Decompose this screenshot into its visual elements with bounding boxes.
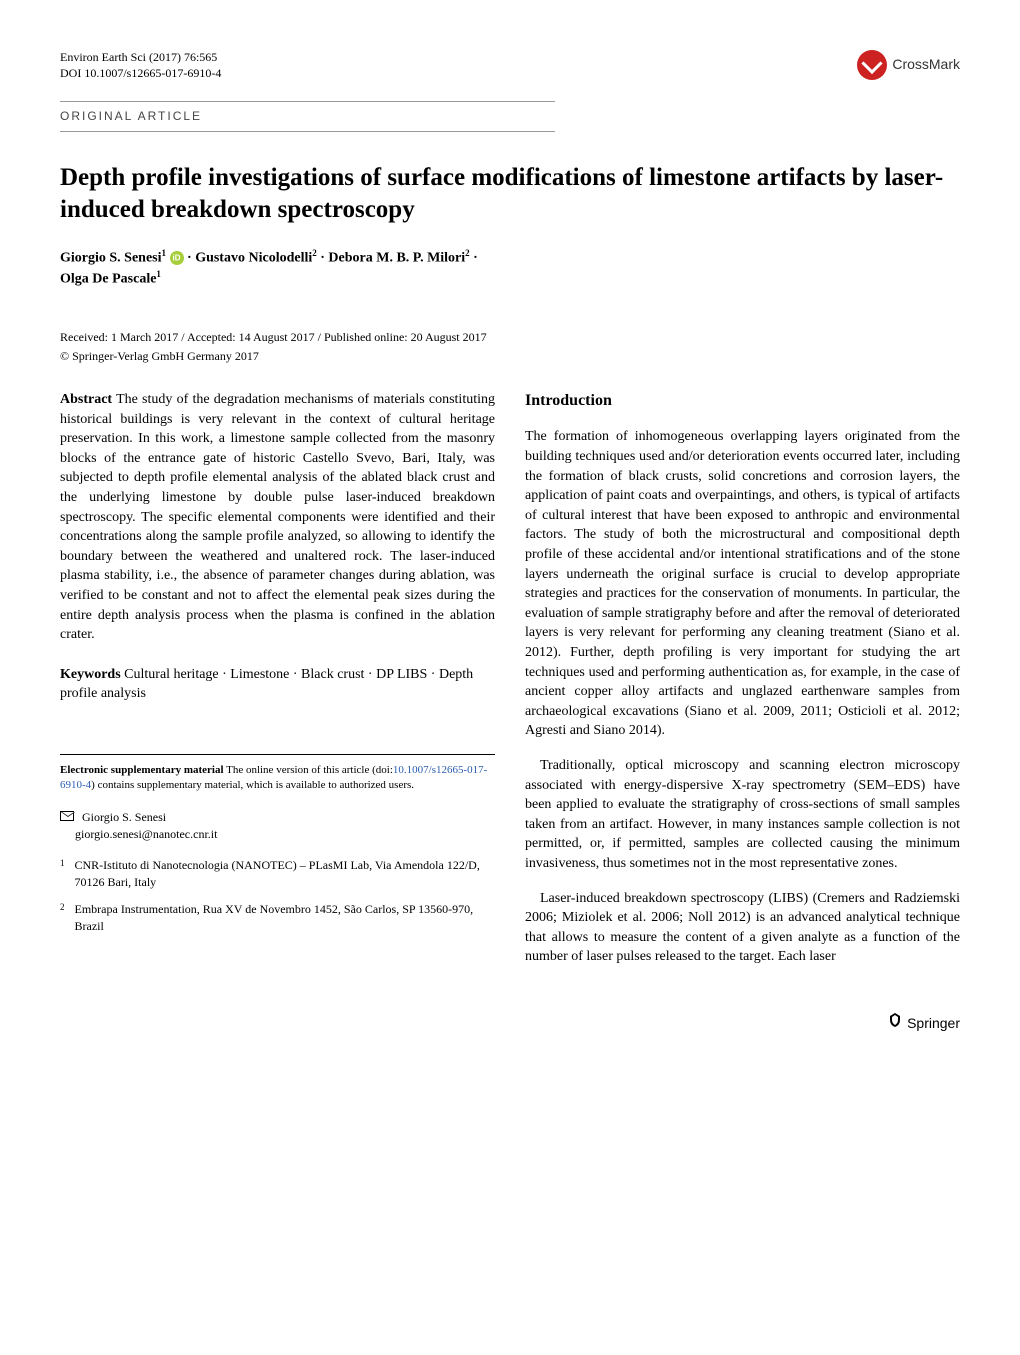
author-2-aff: 2	[312, 248, 317, 258]
intro-p1: The formation of inhomogeneous overlappi…	[525, 427, 960, 741]
article-title: Depth profile investigations of surface …	[60, 162, 960, 227]
intro-p3: Laser-induced breakdown spectroscopy (LI…	[525, 889, 960, 967]
keywords-body: Cultural heritage · Limestone · Black cr…	[60, 667, 473, 702]
orcid-icon[interactable]	[170, 251, 184, 265]
aff-2-text: Embrapa Instrumentation, Rua XV de Novem…	[75, 901, 496, 935]
envelope-icon	[60, 811, 74, 821]
copyright: © Springer-Verlag GmbH Germany 2017	[60, 348, 960, 365]
publisher-name: Springer	[907, 1015, 960, 1031]
supplementary-material: Electronic supplementary material The on…	[60, 754, 495, 794]
supp-label: Electronic supplementary material	[60, 764, 224, 776]
crossmark-text: CrossMark	[892, 55, 960, 75]
two-column-layout: Abstract The study of the degradation me…	[60, 390, 960, 982]
supp-text-1: The online version of this article (doi:	[224, 764, 393, 776]
supp-text-2: ) contains supplementary material, which…	[91, 779, 414, 791]
journal-citation: Environ Earth Sci (2017) 76:565	[60, 50, 221, 66]
doi: DOI 10.1007/s12665-017-6910-4	[60, 66, 221, 82]
keywords: Keywords Cultural heritage · Limestone ·…	[60, 665, 495, 704]
crossmark-badge[interactable]: CrossMark	[857, 50, 960, 80]
aff-2-num: 2	[60, 901, 65, 935]
author-sep: ·	[187, 251, 195, 266]
corresp-email: giorgio.senesi@nanotec.cnr.it	[75, 827, 217, 841]
springer-icon	[887, 1012, 903, 1028]
article-type: ORIGINAL ARTICLE	[60, 101, 555, 132]
page-footer: Springer	[60, 1012, 960, 1035]
author-1-aff: 1	[162, 248, 167, 258]
author-3: Debora M. B. P. Milori	[328, 251, 465, 266]
authors-line: Giorgio S. Senesi1 · Gustavo Nicolodelli…	[60, 247, 960, 290]
author-2: Gustavo Nicolodelli	[195, 251, 312, 266]
journal-info: Environ Earth Sci (2017) 76:565 DOI 10.1…	[60, 50, 221, 81]
author-sep: ·	[473, 251, 478, 266]
abstract-body: The study of the degradation mechanisms …	[60, 392, 495, 642]
springer-logo: Springer	[887, 1012, 960, 1034]
aff-1-num: 1	[60, 857, 65, 891]
abstract-label: Abstract	[60, 392, 112, 407]
aff-1-text: CNR-Istituto di Nanotecnologia (NANOTEC)…	[75, 857, 496, 891]
author-1: Giorgio S. Senesi	[60, 251, 162, 266]
corresponding-author: Giorgio S. Senesi giorgio.senesi@nanotec…	[60, 809, 495, 843]
abstract: Abstract The study of the degradation me…	[60, 390, 495, 645]
right-column: Introduction The formation of inhomogene…	[525, 390, 960, 982]
author-3-aff: 2	[465, 248, 470, 258]
corresp-name: Giorgio S. Senesi	[82, 810, 166, 824]
crossmark-icon	[857, 50, 887, 80]
left-column: Abstract The study of the degradation me…	[60, 390, 495, 982]
page-header: Environ Earth Sci (2017) 76:565 DOI 10.1…	[60, 50, 960, 81]
article-dates: Received: 1 March 2017 / Accepted: 14 Au…	[60, 329, 960, 346]
author-4: Olga De Pascale	[60, 272, 156, 287]
intro-p2: Traditionally, optical microscopy and sc…	[525, 756, 960, 874]
affiliation-1: 1 CNR-Istituto di Nanotecnologia (NANOTE…	[60, 857, 495, 891]
keywords-label: Keywords	[60, 667, 121, 682]
affiliation-2: 2 Embrapa Instrumentation, Rua XV de Nov…	[60, 901, 495, 935]
intro-heading: Introduction	[525, 390, 960, 412]
author-4-aff: 1	[156, 269, 161, 279]
